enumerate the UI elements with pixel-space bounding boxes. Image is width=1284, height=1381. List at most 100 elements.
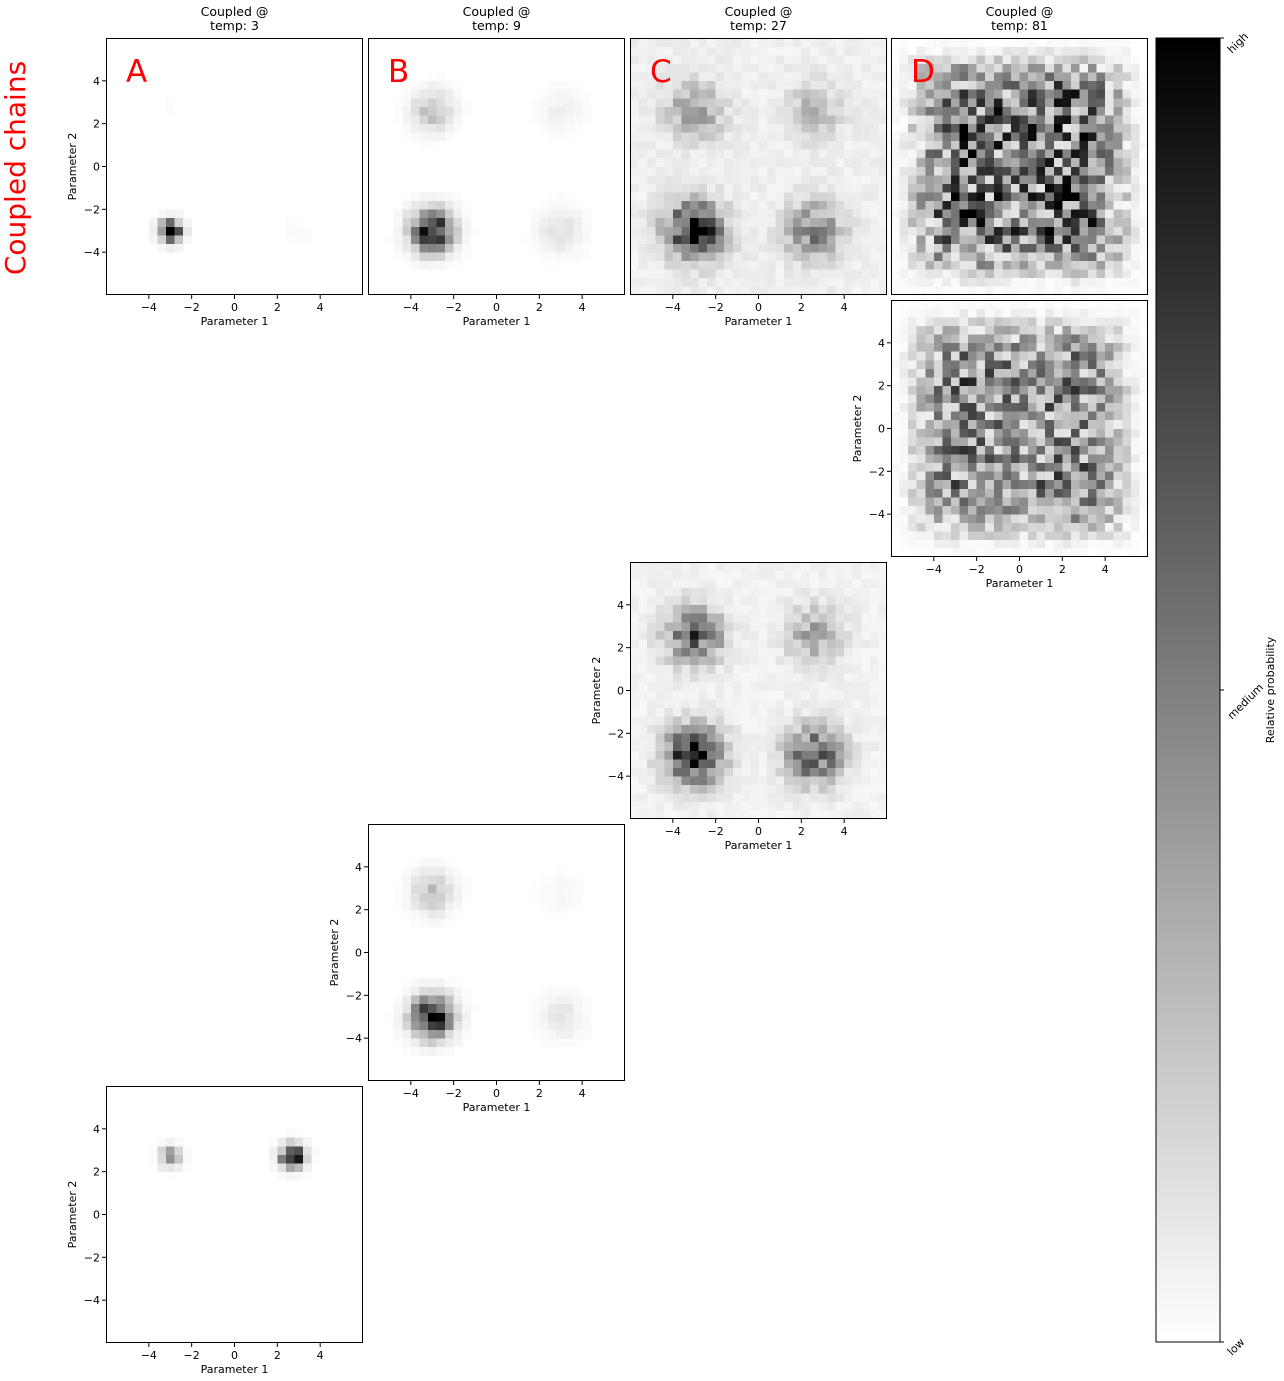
heatmap-cell: [1130, 217, 1140, 227]
heatmap-cell: [809, 175, 819, 184]
heatmap-cell: [908, 428, 917, 438]
heatmap-cell: [801, 562, 811, 571]
heatmap-cell: [925, 548, 935, 558]
heatmap-cell: [827, 132, 836, 142]
heatmap-cell: [775, 175, 785, 184]
heatmap-cell: [1096, 80, 1106, 90]
heatmap-cell: [775, 681, 785, 691]
heatmap-cell: [1105, 359, 1115, 369]
heatmap-cell: [818, 656, 828, 666]
heatmap-cell: [698, 200, 708, 210]
heatmap-cell: [1122, 471, 1132, 481]
heatmap-cell: [565, 97, 574, 107]
heatmap-cell: [1010, 89, 1020, 99]
heatmap-cell: [878, 192, 888, 202]
heatmap-cell: [1045, 80, 1055, 90]
heatmap-cell: [547, 115, 557, 124]
heatmap-cell: [393, 892, 403, 902]
heatmap-cell: [916, 548, 926, 558]
heatmap-cell: [784, 46, 794, 56]
heatmap-cell: [959, 531, 969, 541]
heatmap-cell: [852, 707, 862, 717]
heatmap-cell: [950, 488, 960, 498]
heatmap-cell: [1130, 368, 1140, 378]
heatmap-cell: [573, 1021, 583, 1030]
heatmap-cell: [1096, 55, 1106, 64]
heatmap-cell: [1045, 514, 1055, 524]
heatmap-cell: [547, 1012, 557, 1022]
heatmap-cell: [427, 995, 437, 1005]
heatmap-cell: [741, 621, 751, 631]
heatmap-cell: [784, 733, 794, 743]
heatmap-cell: [419, 858, 429, 868]
heatmap-cell: [968, 428, 977, 438]
heatmap-cell: [638, 784, 648, 794]
heatmap-cell: [1045, 368, 1055, 378]
heatmap-cell: [878, 681, 888, 691]
panel-frame: [368, 38, 625, 295]
heatmap-cell: [818, 681, 828, 691]
heatmap-cell: [724, 123, 734, 133]
heatmap-cell: [1079, 497, 1089, 506]
heatmap-cell: [647, 192, 656, 202]
heatmap-cell: [1019, 522, 1029, 532]
colorbar-label: Relative probability: [1264, 636, 1277, 743]
heatmap-cell: [878, 80, 888, 90]
heatmap-cell: [1010, 325, 1020, 335]
heatmap-cell: [1122, 209, 1132, 219]
heatmap-cell: [707, 639, 716, 648]
x-tick-label: 0: [231, 1349, 238, 1362]
heatmap-cell: [869, 226, 879, 236]
heatmap-cell: [1028, 200, 1037, 210]
heatmap-cell: [835, 115, 845, 124]
x-tick-label: 4: [579, 1087, 586, 1100]
heatmap-cell: [1053, 488, 1063, 498]
heatmap-cell: [732, 149, 742, 159]
heatmap-cell: [933, 166, 943, 176]
heatmap-cell: [453, 97, 463, 107]
heatmap-cell: [899, 402, 909, 412]
heatmap-cell: [1070, 38, 1080, 47]
heatmap-cell: [741, 277, 751, 287]
heatmap-cell: [655, 587, 665, 597]
heatmap-cell: [539, 89, 549, 99]
heatmap-cell: [1010, 334, 1020, 344]
heatmap-cell: [861, 140, 871, 150]
heatmap-cell: [1139, 140, 1149, 150]
heatmap-cell: [749, 784, 759, 794]
heatmap-cell: [925, 325, 935, 335]
heatmap-cell: [835, 750, 845, 760]
heatmap-cell: [741, 226, 751, 236]
heatmap-cell: [1028, 46, 1037, 56]
heatmap-cell: [1053, 200, 1063, 210]
heatmap-cell: [942, 123, 952, 133]
heatmap-cell: [630, 656, 639, 666]
heatmap-cell: [445, 1021, 454, 1030]
heatmap-cell: [741, 63, 751, 73]
heatmap-cell: [835, 157, 845, 167]
heatmap-cell: [1010, 505, 1020, 515]
heatmap-cell: [707, 750, 716, 760]
heatmap-cell: [724, 166, 734, 176]
heatmap-cell: [809, 192, 819, 202]
heatmap-cell: [775, 793, 785, 803]
heatmap-cell: [916, 479, 926, 489]
heatmap-cell: [985, 277, 995, 287]
heatmap-cell: [968, 497, 977, 506]
heatmap-cell: [1105, 72, 1115, 82]
heatmap-cell: [1130, 308, 1140, 318]
heatmap-cell: [539, 875, 549, 885]
heatmap-cell: [916, 514, 926, 524]
heatmap-cell: [1122, 377, 1132, 386]
heatmap-cell: [775, 132, 785, 142]
heatmap-cell: [899, 368, 909, 378]
heatmap-cell: [427, 901, 437, 910]
heatmap-cell: [758, 269, 768, 279]
heatmap-cell: [1053, 38, 1063, 47]
heatmap-cell: [1002, 385, 1012, 395]
heatmap-cell: [1122, 183, 1132, 193]
heatmap-cell: [655, 776, 665, 786]
heatmap-cell: [436, 192, 446, 202]
heatmap-cell: [809, 200, 819, 210]
heatmap-cell: [556, 217, 566, 227]
